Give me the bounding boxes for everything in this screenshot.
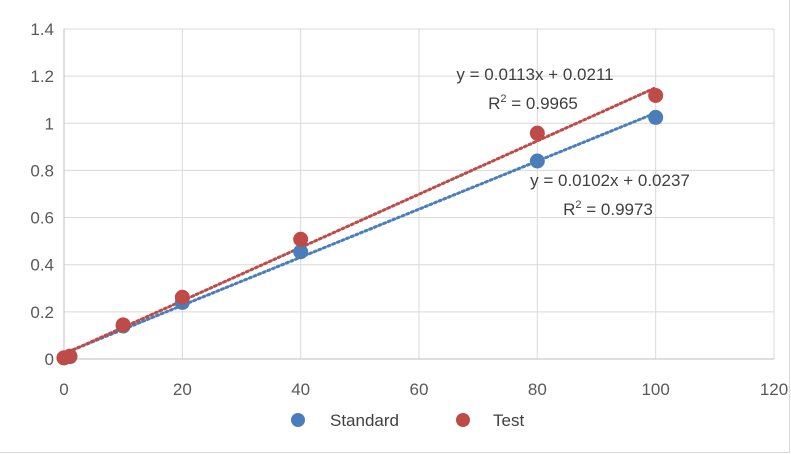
annotation-standard: y = 0.0102x + 0.0237 R2 = 0.9973 (530, 171, 690, 219)
y-tick-label: 1.4 (30, 20, 54, 39)
trendlines (62, 86, 658, 356)
legend-marker-test (456, 413, 470, 427)
data-point-standard (293, 244, 309, 260)
y-tick-label: 1 (45, 114, 54, 133)
x-tick-label: 60 (410, 380, 429, 399)
tick-labels: 0 0.2 0.4 0.6 0.8 1 1.2 1.4 0 20 40 60 80 100 120 (30, 20, 788, 399)
data-point-standard (529, 153, 545, 169)
trendline-r2-standard: R2 = 0.9973 (563, 199, 653, 219)
y-tick-label: 0.4 (30, 256, 54, 275)
trendline-equation-standard: y = 0.0102x + 0.0237 (530, 171, 690, 190)
data-point-test (62, 348, 78, 364)
y-tick-label: 1.2 (30, 67, 54, 86)
y-tick-label: 0.2 (30, 303, 54, 322)
y-tick-label: 0 (45, 350, 54, 369)
y-tick-label: 0.6 (30, 209, 54, 228)
data-point-test (115, 317, 131, 333)
x-tick-label: 40 (291, 380, 310, 399)
y-tick-label: 0.8 (30, 161, 54, 180)
data-point-test (293, 231, 309, 247)
data-points (56, 87, 664, 366)
data-point-test (529, 125, 545, 141)
trendline-equation-test: y = 0.0113x + 0.0211 (456, 65, 613, 84)
legend: Standard Test (291, 411, 524, 430)
legend-label-standard: Standard (330, 411, 399, 430)
x-tick-label: 20 (173, 380, 192, 399)
x-tick-label: 80 (528, 380, 547, 399)
legend-marker-standard (291, 413, 305, 427)
data-point-test (648, 87, 664, 103)
x-tick-label: 100 (641, 380, 669, 399)
x-tick-label: 0 (59, 380, 68, 399)
axes (63, 29, 774, 360)
legend-label-test: Test (493, 411, 524, 430)
trendline-r2-test: R2 = 0.9965 (488, 93, 578, 113)
x-tick-label: 120 (760, 380, 788, 399)
trendline-standard (62, 111, 658, 355)
data-point-test (174, 289, 190, 305)
trendline-test (62, 86, 658, 356)
annotation-test: y = 0.0113x + 0.0211 R2 = 0.9965 (456, 65, 613, 113)
data-point-standard (648, 109, 664, 125)
